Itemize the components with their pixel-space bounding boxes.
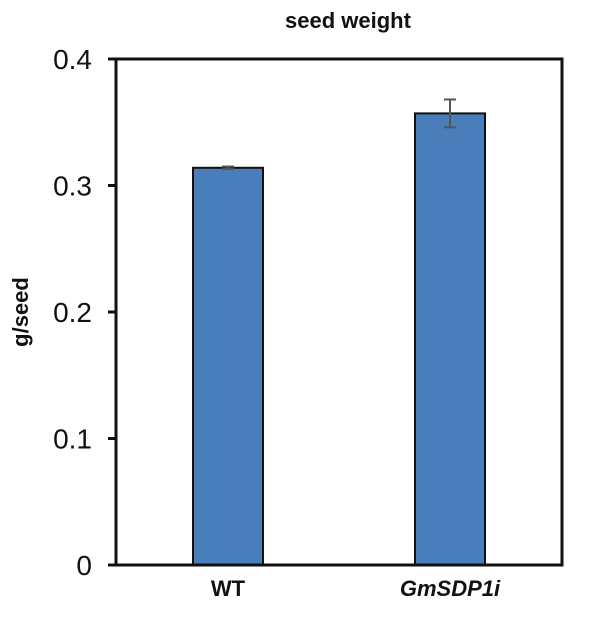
plot-frame [114, 57, 564, 567]
y-tick-label: 0 [76, 550, 92, 581]
error-bar-WT [222, 165, 234, 171]
y-axis-label: g/seed [8, 277, 33, 347]
error-bar-GmSDP1i [444, 98, 456, 129]
y-tick-label: 0.4 [53, 44, 92, 75]
chart-title: seed weight [285, 8, 412, 33]
y-tick-label: 0.3 [53, 171, 92, 202]
y-tick-label: 0.2 [53, 297, 92, 328]
x-tick-label: GmSDP1i [400, 576, 501, 601]
y-tick-label: 0.1 [53, 424, 92, 455]
x-tick-label: WT [211, 576, 246, 601]
bar-WT [192, 166, 264, 566]
bar-GmSDP1i [414, 112, 486, 567]
